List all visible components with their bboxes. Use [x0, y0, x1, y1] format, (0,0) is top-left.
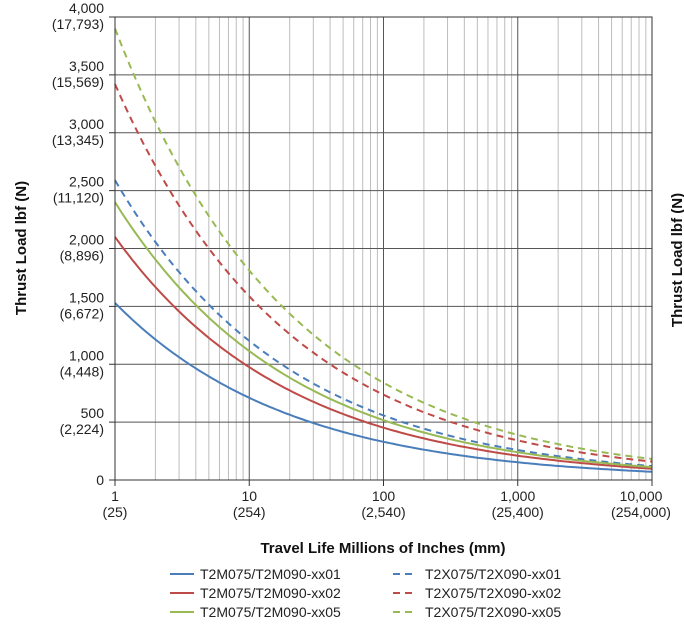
legend-label: T2M075/T2M090-xx02	[200, 585, 341, 601]
x-tick-sublabel: (25)	[103, 504, 128, 520]
legend-label: T2X075/T2X090-xx02	[425, 585, 561, 601]
series-line-t2m075-t2m090-xx01	[114, 302, 653, 473]
y-axis-tick-labels: 0 500(2,224) 1,000(4,448) 1,500(6,672) 2,000…	[52, 0, 104, 488]
x-tick-sublabel: (25,400)	[492, 504, 544, 520]
legend-label: T2M075/T2M090-xx05	[200, 604, 341, 620]
x-tick-label: 1,000	[500, 488, 535, 504]
x-tick-label: 10	[241, 488, 257, 504]
series-lines	[114, 28, 653, 473]
y-tick-sublabel: (6,672)	[60, 305, 104, 321]
y-tick-label: 1,500	[69, 289, 104, 305]
x-axis-title: Travel Life Millions of Inches (mm)	[260, 540, 505, 557]
y-tick-sublabel: (13,345)	[52, 132, 104, 148]
series-line-t2x075-t2x090-xx01	[114, 179, 653, 468]
y-tick-sublabel: (15,569)	[52, 74, 104, 90]
y-tick-sublabel: (8,896)	[60, 248, 104, 264]
series-line-t2m075-t2m090-xx05	[114, 201, 653, 469]
y-axis-title: Thrust Load lbf (N)	[13, 181, 30, 315]
legend-label: T2X075/T2X090-xx01	[425, 566, 561, 582]
right-y-axis-title-clip: Thrust Load lbf (N)	[669, 193, 684, 327]
major-gridlines	[109, 16, 653, 486]
y-tick-label: 0	[96, 472, 104, 488]
y-tick-sublabel: (17,793)	[52, 16, 104, 32]
y-tick-label: 1,000	[69, 347, 104, 363]
y-tick-label: 3,000	[69, 116, 104, 132]
series-line-t2x075-t2x090-xx02	[114, 83, 653, 463]
legend: T2M075/T2M090-xx01 T2M075/T2M090-xx02 T2M0…	[170, 566, 561, 620]
y-tick-label: 2,500	[69, 174, 104, 190]
plot-frame	[114, 16, 653, 481]
x-tick-sublabel: (2,540)	[361, 504, 405, 520]
x-axis-tick-labels: 1(25) 10(254) 100(2,540) 1,000(25,400) 10,00…	[103, 488, 671, 520]
legend-label: T2X075/T2X090-xx05	[425, 604, 561, 620]
x-tick-label: 1	[111, 488, 119, 504]
x-tick-sublabel: (254)	[233, 504, 266, 520]
y-tick-label: 4,000	[69, 0, 104, 16]
legend-label: T2M075/T2M090-xx01	[200, 566, 341, 582]
y-tick-sublabel: (11,120)	[53, 190, 104, 206]
series-line-t2x075-t2x090-xx05	[114, 28, 653, 460]
x-tick-label: 100	[372, 488, 396, 504]
y-tick-label: 3,500	[69, 58, 104, 74]
x-tick-label: 10,000	[620, 488, 663, 504]
y-tick-sublabel: (4,448)	[60, 363, 104, 379]
right-y-axis-title-partial: Thrust Load lbf (N)	[669, 193, 684, 327]
y-tick-label: 500	[81, 405, 105, 421]
y-tick-label: 2,000	[69, 232, 104, 248]
y-tick-sublabel: (2,224)	[60, 421, 104, 437]
series-line-t2m075-t2m090-xx02	[114, 236, 653, 470]
x-tick-sublabel: (254,000)	[611, 504, 671, 520]
